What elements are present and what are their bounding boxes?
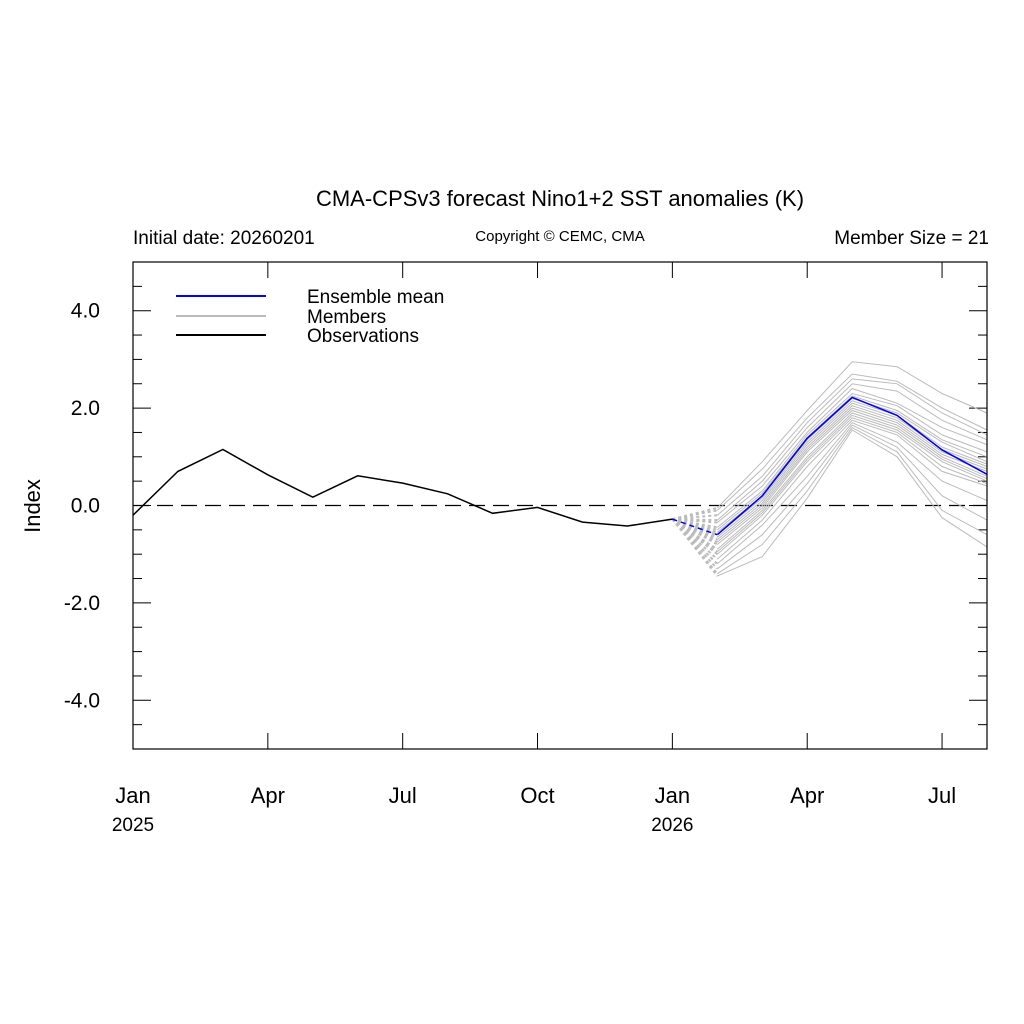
member-line bbox=[717, 429, 988, 577]
member-connector bbox=[671, 518, 719, 570]
observation-series bbox=[132, 448, 673, 527]
x-tick-label: Jan bbox=[115, 783, 150, 808]
member-line bbox=[716, 414, 988, 553]
member-line bbox=[716, 392, 988, 528]
member-line bbox=[716, 407, 988, 543]
member-size-label: Member Size = 21 bbox=[834, 228, 989, 249]
x-tick-label: Apr bbox=[790, 783, 824, 808]
member-line bbox=[717, 426, 988, 575]
x-tick-label: Apr bbox=[251, 783, 285, 808]
axis-ticks bbox=[132, 261, 987, 750]
y-tick-label: 2.0 bbox=[71, 397, 100, 420]
x-tick-label: Jul bbox=[389, 783, 417, 808]
member-lines bbox=[671, 361, 988, 577]
member-connector bbox=[671, 518, 718, 560]
member-connector bbox=[671, 518, 719, 565]
initial-date-label: Initial date: 20260201 bbox=[133, 228, 315, 249]
x-tick-labels: Jan 2025 Apr Jul Oct Jan 2026 Apr Jul bbox=[112, 783, 956, 836]
member-line bbox=[716, 388, 988, 523]
member-line bbox=[716, 400, 988, 536]
x-tick-year-label: 2025 bbox=[112, 815, 154, 836]
y-tick-label: -2.0 bbox=[64, 592, 100, 615]
legend-label-ensemble-mean: Ensemble mean bbox=[307, 287, 444, 308]
member-line bbox=[716, 412, 988, 550]
ensemble-mean-line bbox=[672, 396, 988, 536]
member-connector bbox=[671, 518, 719, 577]
legend: Ensemble mean Members Observations bbox=[176, 287, 444, 347]
member-line bbox=[716, 383, 988, 521]
chart-title: CMA-CPSv3 forecast Nino1+2 SST anomalies… bbox=[316, 186, 804, 211]
x-tick-year-label: 2026 bbox=[651, 815, 693, 836]
member-line bbox=[716, 405, 988, 540]
y-tick-label: -4.0 bbox=[64, 689, 100, 712]
member-connector bbox=[671, 518, 719, 575]
x-tick-label: Jan bbox=[655, 783, 690, 808]
member-line bbox=[716, 422, 988, 565]
legend-label-observations: Observations bbox=[307, 326, 419, 347]
member-line bbox=[716, 373, 988, 511]
x-tick-label: Jul bbox=[928, 783, 956, 808]
member-line bbox=[716, 417, 988, 555]
y-tick-label: 4.0 bbox=[71, 300, 100, 323]
ensemble-mean-connector bbox=[672, 518, 718, 536]
member-line bbox=[716, 409, 988, 545]
member-line bbox=[716, 424, 988, 570]
observation-line bbox=[132, 448, 673, 527]
member-line bbox=[716, 378, 988, 516]
plot-frame bbox=[132, 261, 988, 750]
y-tick-labels: -4.0 -2.0 0.0 2.0 4.0 bbox=[64, 300, 100, 713]
copyright-label: Copyright © CEMC, CMA bbox=[475, 228, 644, 245]
legend-label-members: Members bbox=[307, 307, 386, 328]
x-tick-label: Oct bbox=[520, 783, 554, 808]
y-axis-label: Index bbox=[20, 479, 45, 533]
ensemble-mean-series bbox=[716, 396, 988, 536]
y-tick-label: 0.0 bbox=[71, 495, 100, 518]
member-line bbox=[716, 361, 988, 509]
member-line bbox=[716, 395, 988, 531]
member-line bbox=[716, 419, 988, 560]
